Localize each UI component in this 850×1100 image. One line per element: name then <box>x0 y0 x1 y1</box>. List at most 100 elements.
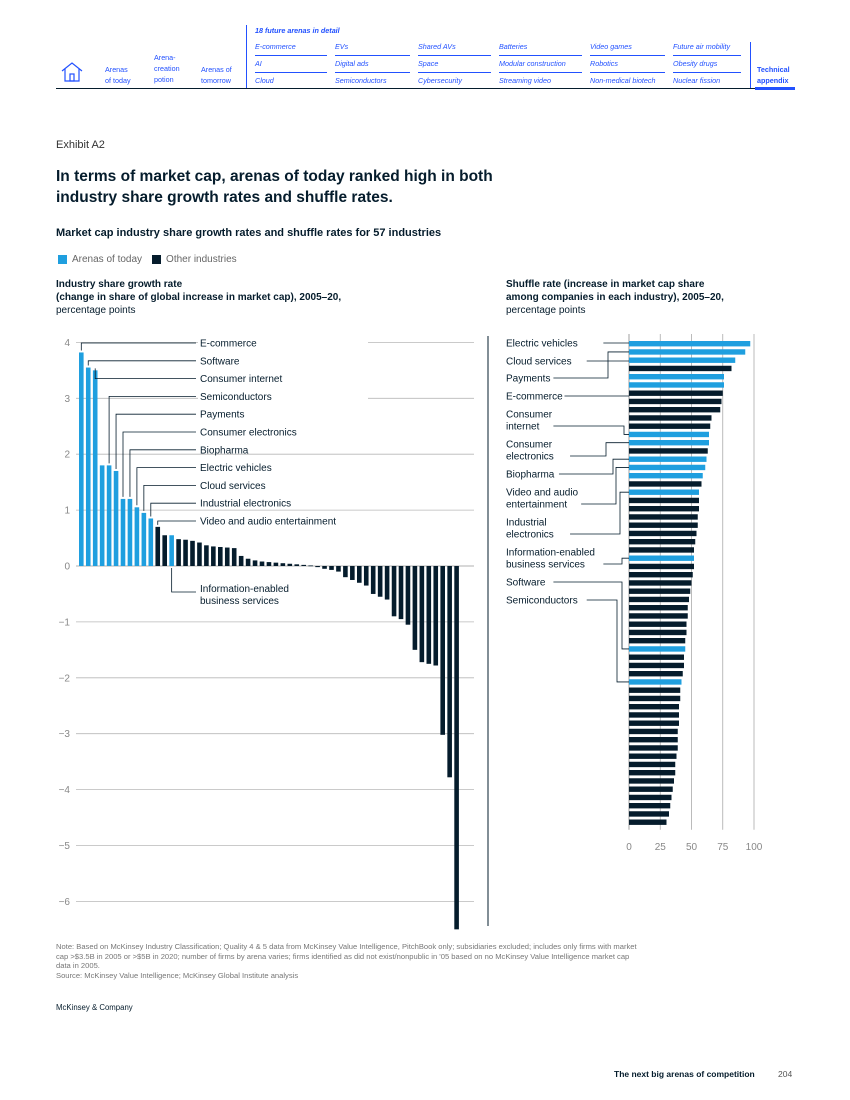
y-tick-label: −4 <box>59 785 71 796</box>
bar-annotation: Payments <box>200 410 244 421</box>
footnote: Note: Based on McKinsey Industry Classif… <box>56 942 646 980</box>
arena-link-batteries[interactable]: Batteries <box>499 42 528 51</box>
growth-bar <box>155 526 161 566</box>
annotation-leader <box>80 342 196 351</box>
shuffle-bar <box>629 753 677 759</box>
arena-link-nuclear-fission[interactable]: Nuclear fission <box>673 76 721 85</box>
shuffle-bar <box>629 357 736 363</box>
arena-link-space[interactable]: Space <box>418 59 439 68</box>
shuffle-rate-chart: 0 25 50 75 100 Electric vehicles Cloud service… <box>506 334 763 853</box>
shuffle-bar <box>629 704 679 710</box>
nav-arena-creation-potion[interactable]: Arena- creation potion <box>154 53 180 84</box>
arena-link-ai[interactable]: AI <box>255 59 262 68</box>
shuffle-bar <box>629 572 693 578</box>
growth-bar <box>301 564 306 566</box>
arena-link-evs[interactable]: EVs <box>335 42 349 51</box>
bar-annotation: Consumer internet <box>200 374 282 385</box>
arena-link-e-commerce[interactable]: E-commerce <box>255 42 296 51</box>
shuffle-bar <box>629 563 694 570</box>
home-icon[interactable] <box>60 60 84 84</box>
bar-annotation: Video and audio <box>506 488 579 499</box>
right-panel-unit: percentage points <box>506 305 586 316</box>
shuffle-bar <box>629 415 712 421</box>
arena-link-streaming-video[interactable]: Streaming video <box>499 76 551 85</box>
shuffle-bar <box>629 530 697 537</box>
growth-bar <box>190 540 195 566</box>
shuffle-bar <box>629 638 686 644</box>
shuffle-bar <box>629 506 699 512</box>
arena-link-non-medical-biotech[interactable]: Non-medical biotech <box>590 76 656 85</box>
label-mask <box>198 424 368 435</box>
growth-bar <box>245 558 251 566</box>
annotation-leader <box>129 449 196 497</box>
growth-bar <box>238 555 244 566</box>
bar-annotation: internet <box>506 422 540 433</box>
growth-bar <box>176 539 181 566</box>
legend-label-other: Other industries <box>166 254 237 265</box>
arena-link-video-games[interactable]: Video games <box>590 42 632 51</box>
shuffle-bar <box>629 737 678 743</box>
shuffle-bar <box>629 382 724 388</box>
shuffle-bar <box>629 423 711 429</box>
growth-bar <box>79 352 84 566</box>
shuffle-bar <box>629 728 678 735</box>
arena-row-divider <box>335 72 410 73</box>
arena-link-robotics[interactable]: Robotics <box>590 59 618 68</box>
arena-link-digital-ads[interactable]: Digital ads <box>335 59 369 68</box>
legend-item-arenas: Arenas of today <box>58 254 142 265</box>
arena-row-divider <box>418 72 491 73</box>
shuffle-bar <box>629 588 691 594</box>
growth-bar <box>398 566 404 620</box>
arena-link-modular-construction[interactable]: Modular construction <box>499 59 566 68</box>
arena-link-future-air-mobility[interactable]: Future air mobility <box>673 42 731 51</box>
left-panel-unit: percentage points <box>56 305 136 316</box>
growth-bar <box>85 367 91 566</box>
bar-annotation: Cloud services <box>200 481 266 492</box>
x-tick-label: 0 <box>626 842 632 853</box>
annotation-leader <box>581 467 629 505</box>
growth-bar <box>405 566 411 625</box>
arena-link-semiconductors[interactable]: Semiconductors <box>335 76 387 85</box>
growth-bar <box>370 566 376 594</box>
growth-rate-chart: 4 3 2 1 0 −1 −2 −3 −4 −5 −6 E-commerce Software Consu… <box>59 335 474 930</box>
right-panel-title-main: Shuffle rate (increase in market cap sha… <box>506 279 705 290</box>
annotation-leader <box>94 368 196 380</box>
legend: Arenas of today Other industries <box>58 254 237 265</box>
legend-item-other: Other industries <box>152 254 237 265</box>
report-title: The next big arenas of competition <box>614 1069 755 1079</box>
shuffle-bar <box>629 671 683 677</box>
nav-bottom-rule <box>56 88 795 89</box>
nav-arenas-of-today[interactable]: Arenas of today <box>105 65 131 85</box>
bar-annotation: Software <box>200 356 240 367</box>
left-panel-title-line2: (change in share of global increase in m… <box>56 292 342 303</box>
growth-bar <box>329 566 334 570</box>
label-mask <box>198 459 368 471</box>
nav-arenas-of-tomorrow[interactable]: Arenas of tomorrow <box>201 65 232 85</box>
growth-bar <box>350 566 355 580</box>
right-panel-title-line2: among companies in each industry), 2005–… <box>506 292 724 303</box>
bar-annotation: entertainment <box>506 500 567 511</box>
annotation-leader <box>136 467 196 506</box>
shuffle-bar <box>629 464 706 471</box>
arena-row-divider <box>590 72 665 73</box>
nav-technical-appendix[interactable]: Technical appendix <box>757 65 790 85</box>
growth-bar <box>273 562 279 566</box>
annotation-leader <box>171 568 196 593</box>
shuffle-bar <box>629 646 686 652</box>
home-icon-svg <box>61 62 83 82</box>
shuffle-bar <box>629 481 702 487</box>
arena-link-obesity-drugs[interactable]: Obesity drugs <box>673 59 718 68</box>
arena-link-cybersecurity[interactable]: Cybersecurity <box>418 76 462 85</box>
arena-link-cloud[interactable]: Cloud <box>255 76 274 85</box>
exhibit-charts: 4 3 2 1 0 −1 −2 −3 −4 −5 −6 E-commerce Software Consu… <box>59 334 763 930</box>
arena-link-shared-avs[interactable]: Shared AVs <box>418 42 456 51</box>
bar-annotation: Semiconductors <box>506 596 578 607</box>
label-mask <box>198 352 368 364</box>
annotation-leader <box>122 431 196 497</box>
label-mask <box>198 495 368 507</box>
growth-bar <box>419 566 425 663</box>
bar-annotation: Consumer electronics <box>200 428 297 439</box>
shuffle-bar <box>629 712 679 718</box>
bar-annotation: E-commerce <box>200 339 257 350</box>
bar-annotation: Information-enabled <box>506 548 595 559</box>
